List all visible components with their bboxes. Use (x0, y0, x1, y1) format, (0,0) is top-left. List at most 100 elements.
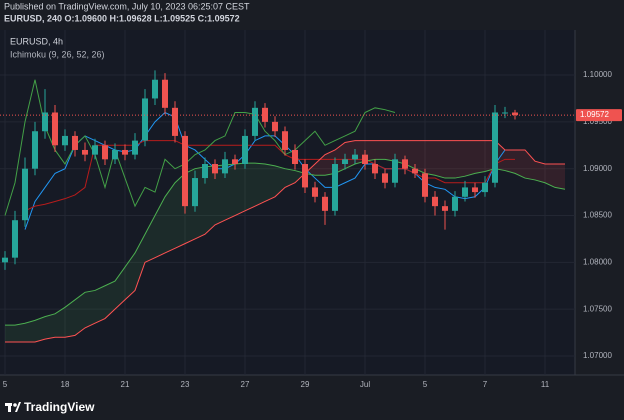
cloud (435, 140, 445, 179)
candle-body (62, 135, 68, 146)
candle-body (362, 154, 368, 165)
candle-body (302, 164, 308, 188)
ichimoku-line (4, 79, 396, 216)
cloud (125, 252, 135, 300)
cloud (525, 149, 535, 180)
y-tick-label: 1.08000 (583, 257, 612, 266)
x-tick-label: 18 (61, 380, 70, 389)
cloud (205, 165, 215, 235)
candle-body (402, 159, 408, 169)
candle-body (32, 131, 38, 169)
candle-body (412, 168, 418, 174)
cloud (515, 149, 525, 179)
candle-body (42, 112, 48, 132)
candle-body (192, 178, 198, 207)
legend-indicator: Ichimoku (9, 26, 52, 26) (10, 49, 105, 59)
candle-body (482, 182, 488, 193)
cloud (5, 325, 15, 342)
candle-body (432, 196, 438, 207)
y-tick-label: 1.08500 (583, 211, 612, 220)
cloud (375, 140, 385, 160)
cloud (35, 316, 45, 342)
cloud (285, 168, 295, 188)
logo: TradingView (5, 400, 95, 414)
candle-body (112, 149, 118, 160)
y-tick-label: 1.10000 (583, 70, 612, 79)
candle-body (492, 112, 498, 183)
candle-body (212, 164, 218, 174)
candle-body (352, 154, 358, 160)
cloud (225, 164, 235, 221)
candle-body (52, 112, 58, 146)
y-tick-label: 1.07500 (583, 304, 612, 313)
x-tick-label: 7 (483, 380, 488, 389)
cloud (65, 299, 75, 338)
cloud (245, 163, 255, 211)
x-tick-label: 23 (181, 380, 190, 389)
x-tick-label: 5 (3, 380, 8, 389)
brand: TradingView (24, 400, 95, 414)
cloud (555, 164, 565, 190)
candle-body (452, 196, 458, 211)
cloud (155, 196, 165, 258)
candle-body (162, 79, 168, 108)
cloud (545, 164, 555, 188)
cloud (465, 140, 475, 177)
candle-body (332, 164, 338, 211)
candle-body (12, 220, 18, 258)
plot-area (0, 30, 575, 375)
candle-body (222, 159, 228, 174)
x-tick-label: 27 (241, 380, 250, 389)
cloud (75, 292, 85, 336)
last-price-box (576, 109, 622, 122)
candle-body (502, 112, 508, 114)
cloud (445, 140, 455, 179)
legend-symbol: EURUSD, 4h (10, 36, 63, 46)
ichimoku-line (5, 140, 565, 343)
cloud (505, 149, 515, 174)
ichimoku-line (5, 158, 566, 326)
candle-body (152, 79, 158, 99)
cloud (165, 182, 175, 253)
candle-body (272, 121, 278, 132)
candle-body (382, 173, 388, 183)
cloud (275, 165, 285, 197)
cloud (455, 140, 465, 179)
x-tick-label: Jul (360, 380, 370, 389)
candle-body (292, 149, 298, 165)
cloud (235, 163, 245, 216)
candle-body (342, 159, 348, 165)
candle-body (442, 206, 448, 211)
candle-body (2, 257, 8, 263)
x-tick-label: 5 (423, 380, 428, 389)
candle-body (172, 107, 178, 136)
candle-body (182, 135, 188, 207)
cloud (15, 323, 25, 342)
x-tick-label: 21 (121, 380, 130, 389)
cloud (55, 307, 65, 338)
cloud (475, 140, 485, 174)
cloud (265, 164, 275, 202)
cloud (425, 140, 435, 176)
candle-body (512, 112, 518, 116)
cloud (385, 140, 395, 162)
candle-body (472, 187, 478, 193)
cloud (255, 163, 265, 207)
candle-body (92, 145, 98, 155)
candle-body (22, 168, 28, 221)
candle-body (422, 173, 428, 197)
cloud (45, 313, 55, 340)
cloud (535, 161, 545, 183)
cloud (85, 290, 95, 328)
cloud (145, 215, 155, 263)
candle-body (372, 164, 378, 174)
cloud (25, 320, 35, 342)
logo-dot (13, 403, 17, 407)
symbol-header: EURUSD, 240 O:1.09600 H:1.09628 L:1.0952… (4, 13, 240, 23)
logo-slash (15, 402, 21, 412)
y-tick-label: 1.09000 (583, 164, 612, 173)
candle-body (142, 98, 148, 141)
cloud (95, 285, 105, 324)
cloud (105, 281, 115, 319)
y-tick-label: 1.07000 (583, 351, 612, 360)
